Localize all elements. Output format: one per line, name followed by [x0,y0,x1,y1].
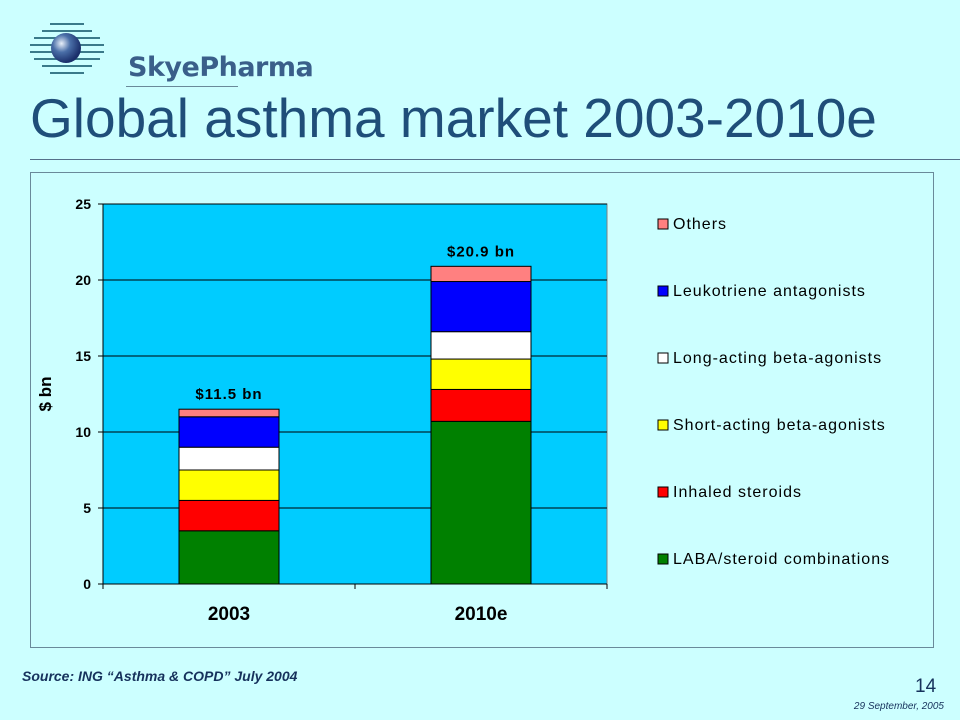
logo-mark-icon [30,23,104,74]
bar-segment [430,281,532,333]
legend-label: Inhaled steroids [673,484,802,501]
y-tick-label: 0 [83,576,91,592]
x-tick-label: 2010e [455,604,508,625]
legend-swatch [657,419,669,431]
y-tick-label: 5 [83,500,91,516]
bar-segment [178,469,280,501]
logo-underline [126,86,238,87]
legend-label: Others [673,216,727,233]
legend-label: Leukotriene antagonists [673,283,866,300]
legend-label: Short-acting beta-agonists [673,417,886,434]
legend-label: Long-acting beta-agonists [673,350,882,367]
y-tick-label: 15 [75,348,91,364]
bar-total-label: $20.9 bn [447,243,515,260]
legend-swatch [657,218,669,230]
legend-swatch [657,553,669,565]
bar-total-label: $11.5 bn [195,386,262,403]
stacked-bar-chart: 0 5 10 15 20 25 $ bn $11.5 bn 2003 $20.9 bn 2010e O… [36,196,890,625]
x-tick-label: 2003 [208,604,250,625]
bar-segment [430,358,532,390]
bar-segment [178,446,280,471]
slide-title: Global asthma market 2003-2010e [30,87,877,149]
bar-segment [430,331,532,360]
bar-segment [178,530,280,585]
legend-swatch [657,285,669,297]
legend-swatch [657,486,669,498]
y-tick-label: 10 [75,424,91,440]
bar-segment [178,416,280,448]
y-axis-label: $ bn [36,377,55,412]
page-number: 14 [915,676,937,697]
bar-segment [430,420,532,585]
slide-date: 29 September, 2005 [853,701,944,712]
bar-segment [430,265,532,283]
bar-segment [178,408,280,418]
title-divider [30,159,960,160]
bar-segment [430,388,532,422]
y-tick-label: 20 [75,272,91,288]
chart-frame: 0 5 10 15 20 25 $ bn $11.5 bn 2003 $20.9 bn 2010e O… [30,172,934,648]
bar-segment [178,499,280,532]
skyepharma-logo: SkyePharma [28,18,314,87]
legend-label: LABA/steroid combinations [673,551,890,568]
legend-swatch [657,352,669,364]
source-note: Source: ING “Asthma & COPD” July 2004 [22,668,298,684]
logo-text: SkyePharma [128,52,314,83]
y-tick-label: 25 [75,196,91,212]
